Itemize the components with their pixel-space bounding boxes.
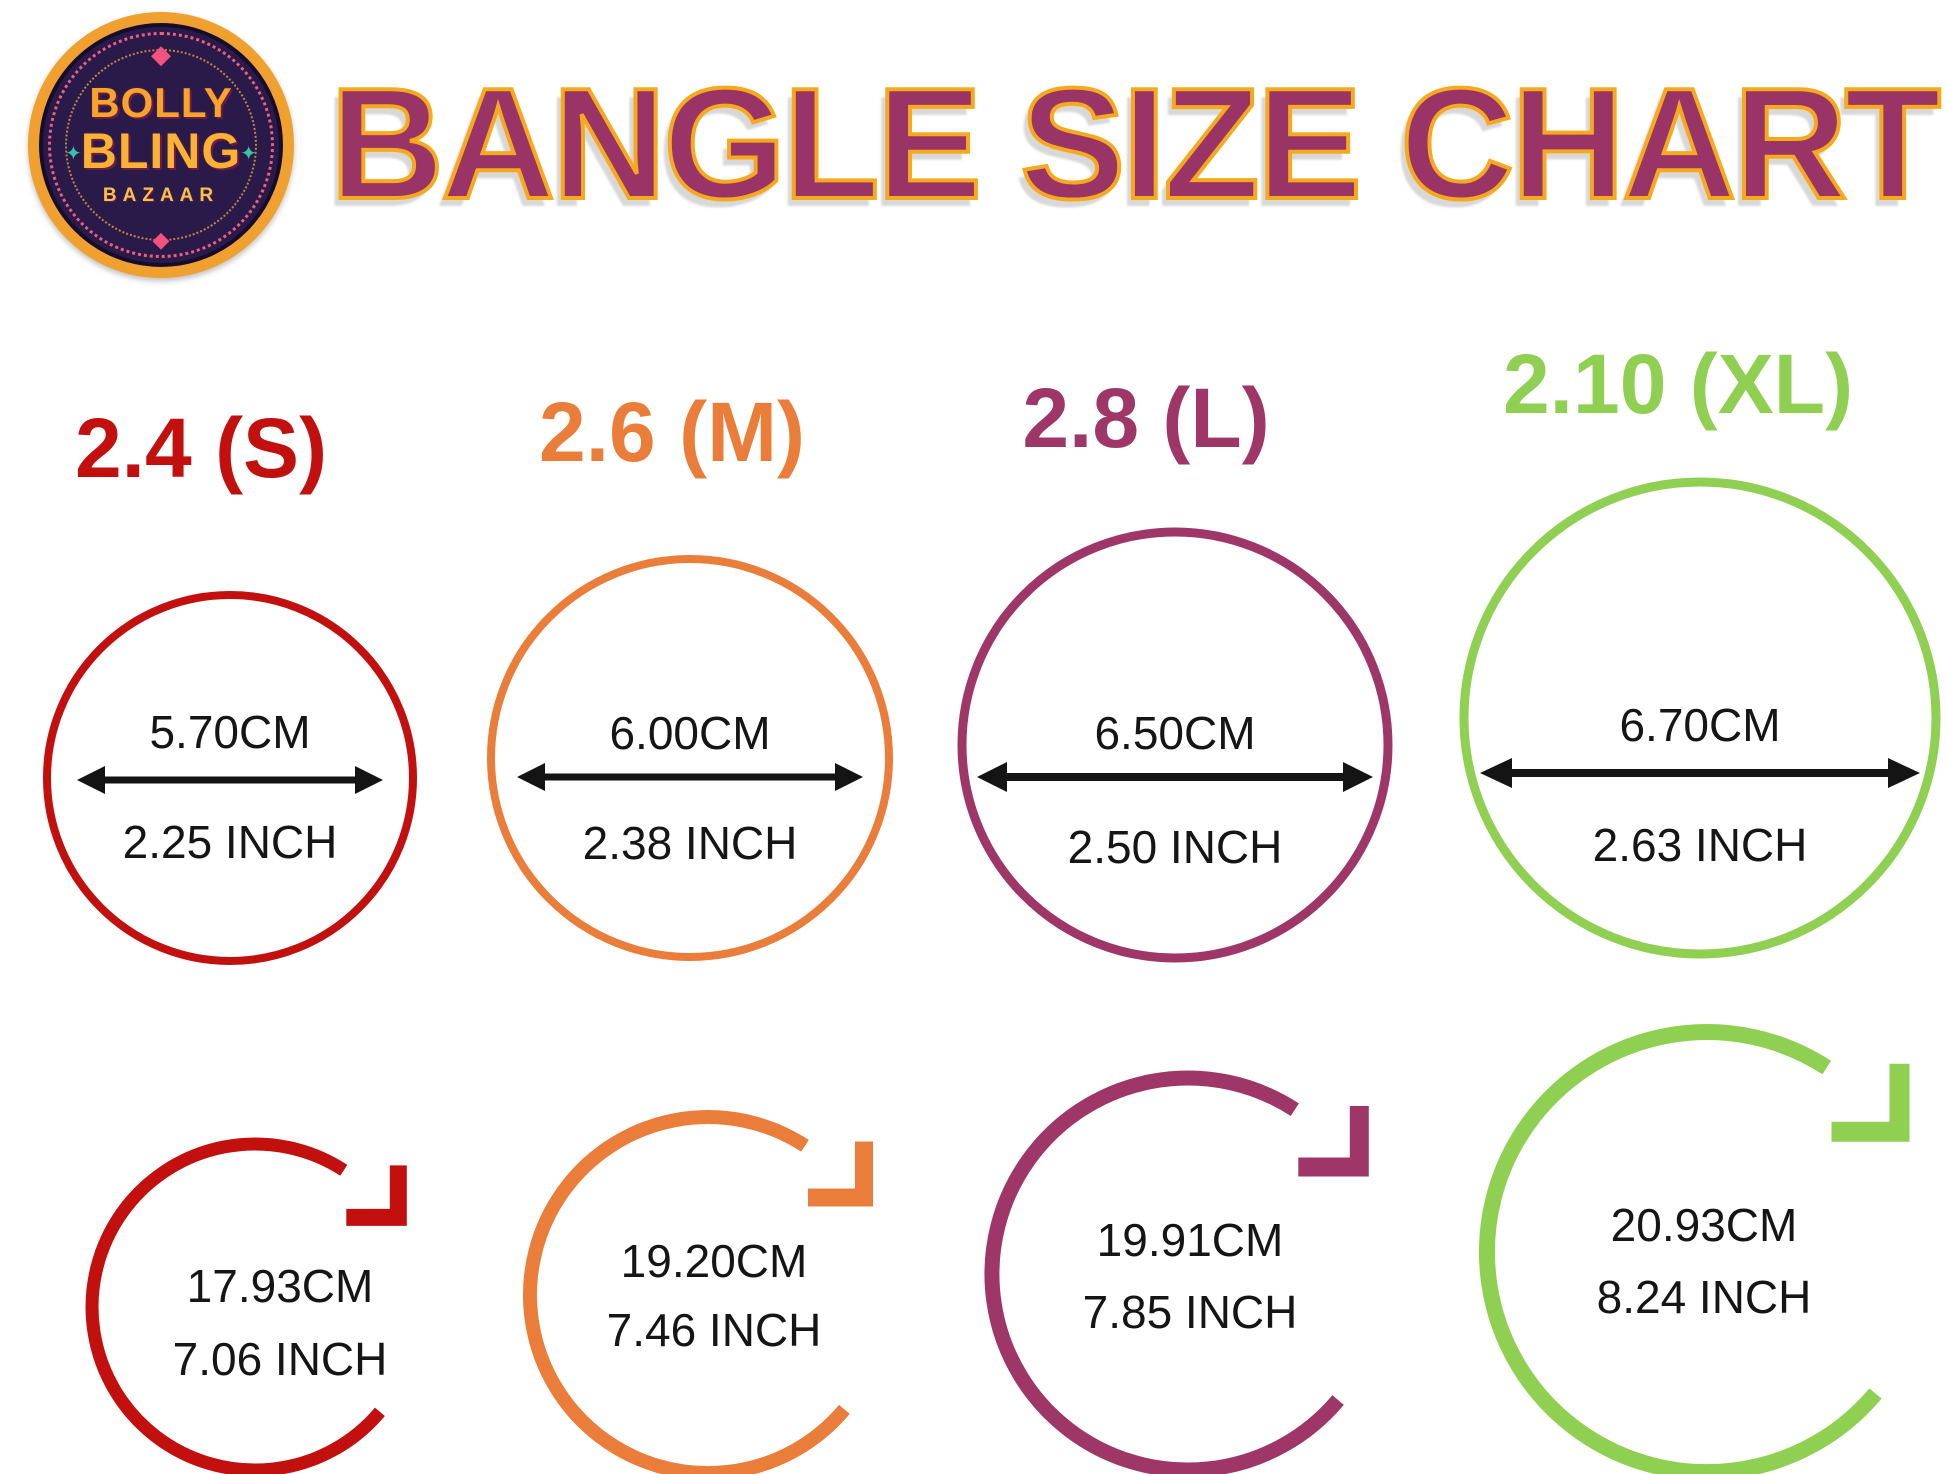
rotate-arrowhead-icon xyxy=(808,1141,873,1207)
diameter-inch-label: 2.25 INCH xyxy=(122,816,338,868)
arrow-right-head-icon xyxy=(1343,762,1373,792)
diameter-inch-label: 2.38 INCH xyxy=(582,817,798,869)
circumference-cm-label: 17.93CM xyxy=(186,1260,374,1312)
circumference-cm-label: 19.91CM xyxy=(1096,1214,1284,1266)
size-header-m: 2.6 (M) xyxy=(538,385,806,479)
circumference-arc xyxy=(523,1110,850,1474)
circumference-inch-label: 8.24 INCH xyxy=(1596,1271,1812,1323)
arrow-left-head-icon xyxy=(517,763,545,791)
diameter-inch-label: 2.50 INCH xyxy=(1067,821,1283,873)
circumference-cm-label: 19.20CM xyxy=(620,1235,808,1287)
diamond-icon: ◆ xyxy=(151,39,171,69)
diameter-inch-label: 2.63 INCH xyxy=(1592,819,1808,871)
circumference-inch-label: 7.85 INCH xyxy=(1082,1286,1298,1338)
size-header-s: 2.4 (S) xyxy=(74,401,328,495)
diameter-widget-xl: 6.70CM 2.63 INCH xyxy=(1454,472,1946,964)
brand-logo: ◆ ✦ ✦ BOLLY BLING BAZAAR ◆ xyxy=(28,12,294,278)
size-circle xyxy=(487,555,893,961)
size-circle xyxy=(43,591,417,965)
circumference-widget-m: 19.20CM 7.46 INCH xyxy=(513,1100,903,1474)
rotate-arrowhead-icon xyxy=(346,1165,407,1226)
logo-dotted-ring xyxy=(48,32,274,258)
diameter-cm-label: 6.50CM xyxy=(1094,707,1256,759)
logo-inner-ring xyxy=(65,49,257,241)
circumference-widget-l: 19.91CM 7.85 INCH xyxy=(975,1061,1401,1474)
diameter-cm-label: 6.70CM xyxy=(1619,699,1781,751)
arrow-right-head-icon xyxy=(355,766,383,794)
sparkle-icon: ✦ xyxy=(65,143,82,165)
diamond-icon: ◆ xyxy=(152,227,170,252)
circumference-arc xyxy=(1479,1024,1882,1474)
size-circle xyxy=(957,527,1393,963)
circumference-widget-xl: 20.93CM 8.24 INCH xyxy=(1470,1015,1944,1474)
diameter-widget-m: 6.00CM 2.38 INCH xyxy=(483,551,897,965)
diameter-cm-label: 6.00CM xyxy=(609,707,771,759)
arrow-right-head-icon xyxy=(1888,758,1920,788)
circumference-inch-label: 7.06 INCH xyxy=(172,1333,388,1385)
circumference-widget-s: 17.93CM 7.06 INCH xyxy=(75,1127,435,1474)
arrow-left-head-icon xyxy=(1480,758,1512,788)
arrow-left-head-icon xyxy=(977,762,1007,792)
diameter-widget-l: 6.50CM 2.50 INCH xyxy=(953,523,1397,967)
sparkle-icon: ✦ xyxy=(240,143,257,165)
circumference-cm-label: 20.93CM xyxy=(1610,1199,1798,1251)
rotate-arrowhead-icon xyxy=(1298,1106,1369,1177)
size-circle xyxy=(1459,477,1941,959)
circumference-arc xyxy=(984,1070,1344,1474)
circumference-arc xyxy=(85,1137,385,1474)
page-title: BANGLE SIZE CHART xyxy=(328,56,1943,232)
size-header-xl: 2.10 (XL) xyxy=(1502,337,1854,431)
arrow-right-head-icon xyxy=(835,763,863,791)
circumference-inch-label: 7.46 INCH xyxy=(606,1304,822,1356)
rotate-arrowhead-icon xyxy=(1831,1063,1910,1142)
diameter-widget-s: 5.70CM 2.25 INCH xyxy=(35,583,425,973)
diameter-cm-label: 5.70CM xyxy=(149,706,311,758)
size-header-l: 2.8 (L) xyxy=(1022,371,1270,465)
arrow-left-head-icon xyxy=(77,766,105,794)
